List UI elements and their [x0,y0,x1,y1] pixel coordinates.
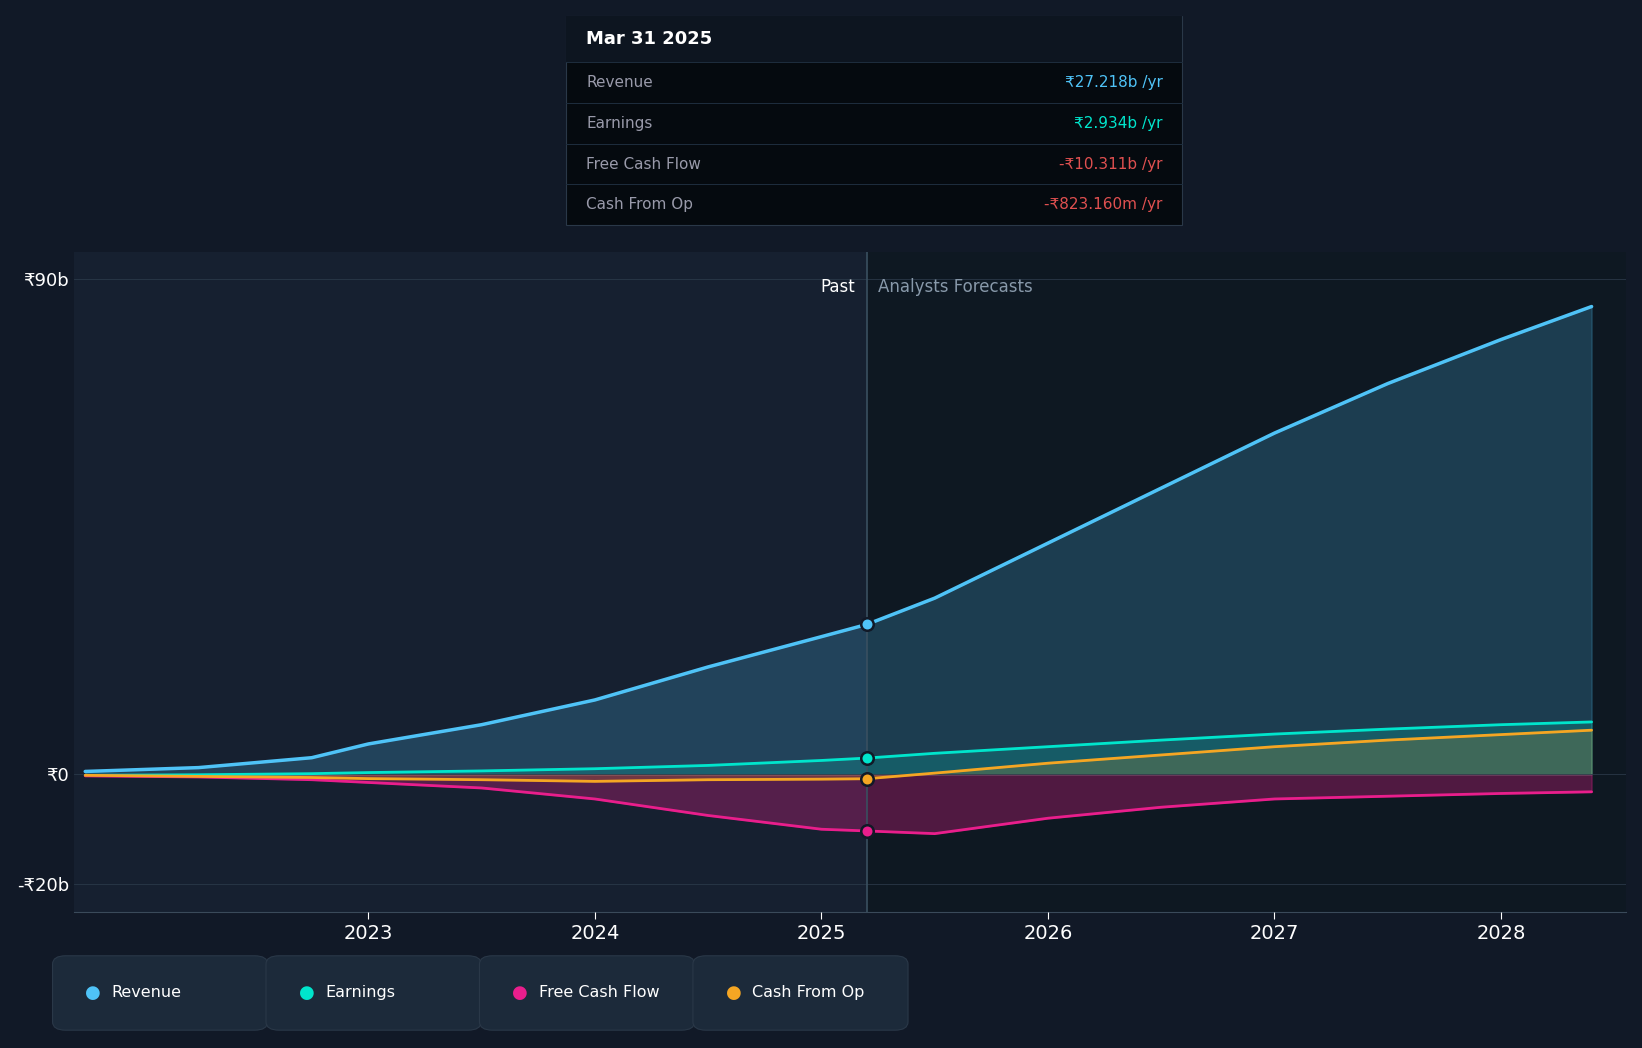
Text: Mar 31 2025: Mar 31 2025 [586,29,713,48]
Text: Earnings: Earnings [586,115,652,131]
Text: ●: ● [726,984,742,1002]
Text: -₹823.160m /yr: -₹823.160m /yr [1044,197,1163,213]
Text: Cash From Op: Cash From Op [752,985,864,1001]
Bar [867,252,1626,912]
Bar [74,252,867,912]
Text: Earnings: Earnings [325,985,396,1001]
Text: Revenue: Revenue [112,985,182,1001]
Text: Cash From Op: Cash From Op [586,197,693,213]
Text: ₹27.218b /yr: ₹27.218b /yr [1064,74,1163,90]
Text: ●: ● [85,984,102,1002]
Text: Revenue: Revenue [586,74,654,90]
Text: Free Cash Flow: Free Cash Flow [586,156,701,172]
Text: Free Cash Flow: Free Cash Flow [539,985,658,1001]
Text: -₹10.311b /yr: -₹10.311b /yr [1059,156,1163,172]
Text: ₹2.934b /yr: ₹2.934b /yr [1074,115,1163,131]
Text: Past: Past [821,278,855,296]
Text: ●: ● [512,984,529,1002]
Text: ●: ● [299,984,315,1002]
Text: Analysts Forecasts: Analysts Forecasts [878,278,1033,296]
